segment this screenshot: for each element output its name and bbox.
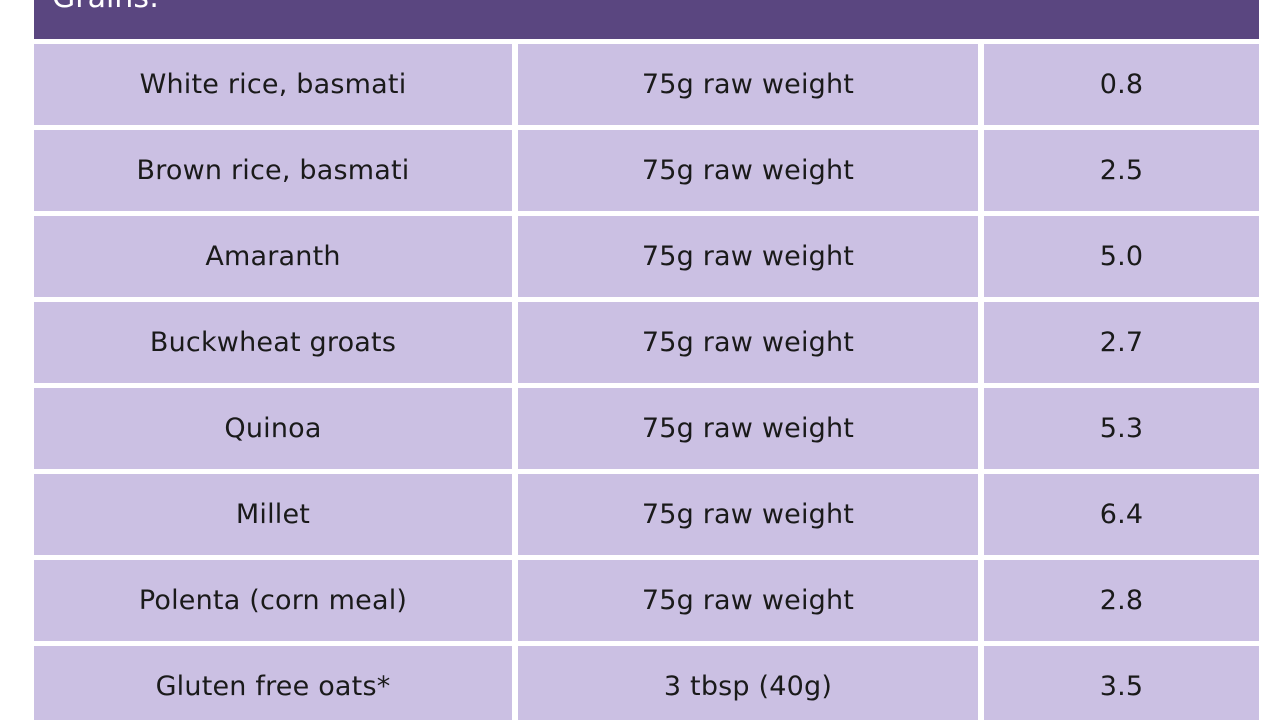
- value-cell: 6.4: [984, 474, 1259, 555]
- food-cell: Polenta (corn meal): [34, 560, 512, 641]
- food-cell: Millet: [34, 474, 512, 555]
- value-cell: 5.3: [984, 388, 1259, 469]
- table-row: Millet 75g raw weight 6.4: [34, 474, 1259, 555]
- value-cell: 2.7: [984, 302, 1259, 383]
- table-row: Buckwheat groats 75g raw weight 2.7: [34, 302, 1259, 383]
- table-row: Brown rice, basmati 75g raw weight 2.5: [34, 130, 1259, 211]
- section-header: Grains:: [34, 0, 1259, 39]
- value-cell: 5.0: [984, 216, 1259, 297]
- food-cell: Amaranth: [34, 216, 512, 297]
- portion-cell: 75g raw weight: [518, 216, 978, 297]
- food-cell: Quinoa: [34, 388, 512, 469]
- portion-cell: 3 tbsp (40g): [518, 646, 978, 720]
- food-cell: Brown rice, basmati: [34, 130, 512, 211]
- portion-cell: 75g raw weight: [518, 130, 978, 211]
- portion-cell: 75g raw weight: [518, 388, 978, 469]
- table-row: Polenta (corn meal) 75g raw weight 2.8: [34, 560, 1259, 641]
- table-row: White rice, basmati 75g raw weight 0.8: [34, 44, 1259, 125]
- table-row: Gluten free oats* 3 tbsp (40g) 3.5: [34, 646, 1259, 720]
- food-cell: Gluten free oats*: [34, 646, 512, 720]
- value-cell: 2.5: [984, 130, 1259, 211]
- portion-cell: 75g raw weight: [518, 302, 978, 383]
- table-row: Quinoa 75g raw weight 5.3: [34, 388, 1259, 469]
- portion-cell: 75g raw weight: [518, 560, 978, 641]
- food-cell: White rice, basmati: [34, 44, 512, 125]
- section-title: Grains:: [52, 0, 159, 18]
- portion-cell: 75g raw weight: [518, 44, 978, 125]
- value-cell: 2.8: [984, 560, 1259, 641]
- value-cell: 0.8: [984, 44, 1259, 125]
- food-cell: Buckwheat groats: [34, 302, 512, 383]
- portion-cell: 75g raw weight: [518, 474, 978, 555]
- grains-table: White rice, basmati 75g raw weight 0.8 B…: [34, 44, 1259, 720]
- table-row: Amaranth 75g raw weight 5.0: [34, 216, 1259, 297]
- value-cell: 3.5: [984, 646, 1259, 720]
